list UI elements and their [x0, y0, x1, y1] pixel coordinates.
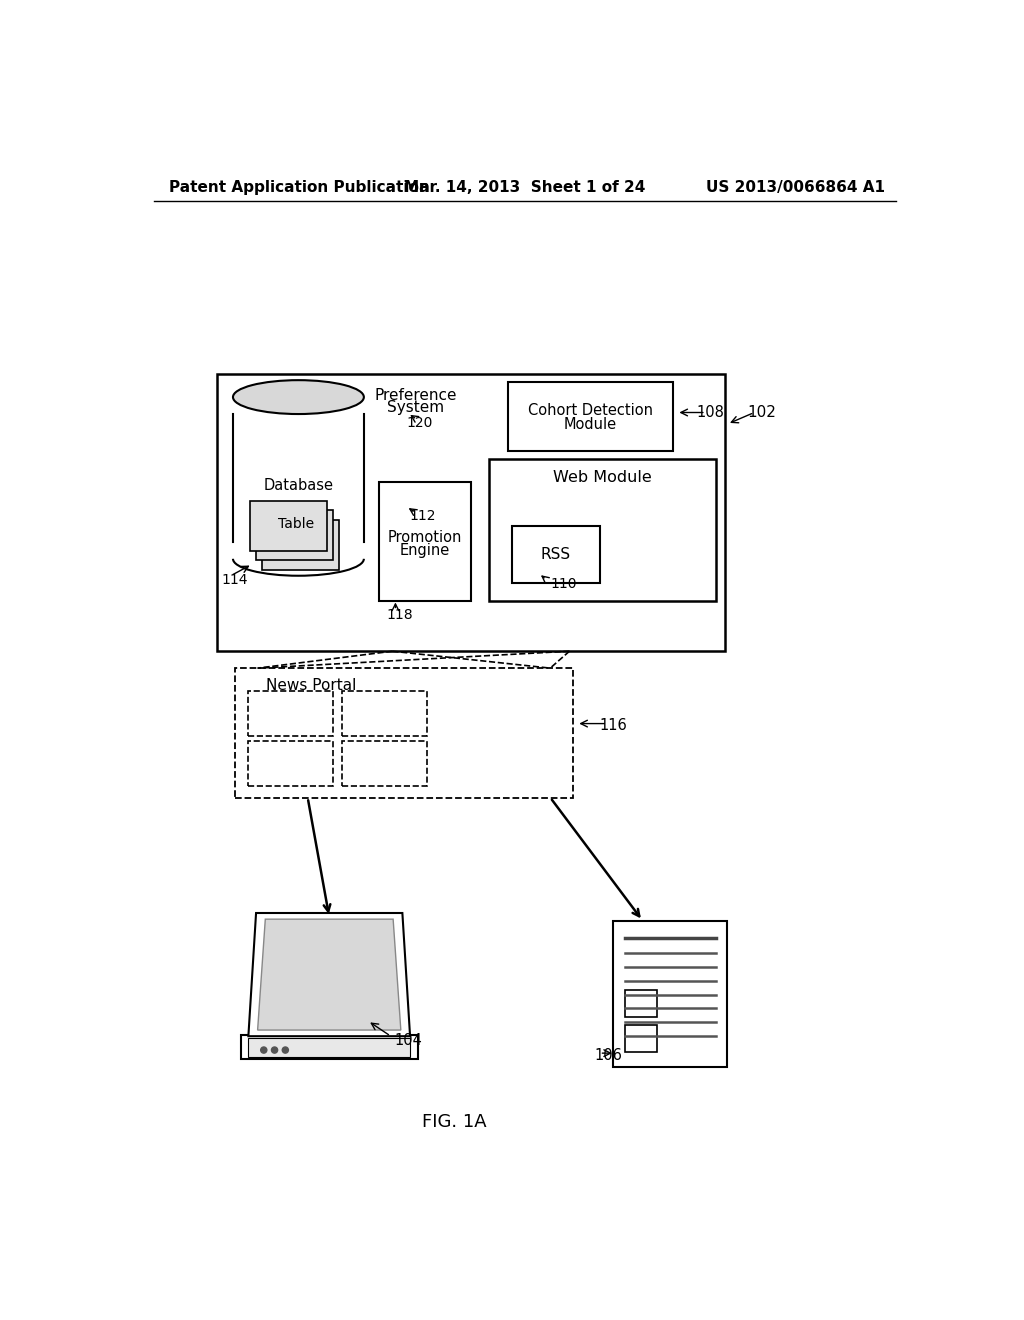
Text: Web Module: Web Module — [553, 470, 651, 486]
Text: 110: 110 — [550, 577, 577, 591]
Bar — [508, 381, 674, 451]
Text: 104: 104 — [394, 1032, 423, 1048]
Bar — [625, 1024, 657, 1052]
Text: RSS: RSS — [541, 546, 571, 562]
Circle shape — [283, 1047, 289, 1053]
Polygon shape — [249, 913, 410, 1036]
Circle shape — [271, 1047, 278, 1053]
Bar — [488, 459, 716, 601]
Text: Table: Table — [279, 517, 314, 531]
Text: 120: 120 — [407, 416, 432, 429]
Text: 118: 118 — [386, 609, 413, 622]
Text: Preference: Preference — [374, 388, 457, 403]
Text: System: System — [387, 400, 444, 414]
Circle shape — [261, 1047, 267, 1053]
Text: Promotion: Promotion — [387, 531, 462, 545]
Text: Mar. 14, 2013  Sheet 1 of 24: Mar. 14, 2013 Sheet 1 of 24 — [404, 180, 645, 195]
Bar — [262, 520, 339, 570]
Text: FIG. 1A: FIG. 1A — [422, 1114, 486, 1131]
Bar — [241, 1035, 418, 1059]
Text: 112: 112 — [410, 510, 436, 524]
Text: Engine: Engine — [399, 544, 450, 558]
Bar — [234, 668, 573, 797]
Bar — [249, 742, 333, 785]
Bar — [379, 482, 471, 601]
Bar — [249, 692, 333, 737]
Text: News Portal: News Portal — [266, 677, 356, 693]
Text: Patent Application Publication: Patent Application Publication — [169, 180, 430, 195]
Bar — [256, 511, 333, 561]
Bar — [512, 525, 600, 583]
Bar — [625, 990, 657, 1016]
Bar — [249, 1038, 410, 1057]
Text: 114: 114 — [221, 573, 248, 586]
Text: Module: Module — [564, 417, 617, 432]
Text: 116: 116 — [599, 718, 628, 733]
Ellipse shape — [233, 380, 364, 414]
Bar — [613, 921, 727, 1067]
Bar — [250, 502, 327, 552]
Polygon shape — [258, 919, 400, 1030]
Text: Cohort Detection: Cohort Detection — [528, 403, 653, 417]
Bar — [342, 742, 427, 785]
Text: 106: 106 — [594, 1048, 622, 1063]
Bar — [342, 692, 427, 737]
Text: 108: 108 — [696, 405, 724, 420]
Text: Database: Database — [263, 478, 334, 494]
Bar — [217, 374, 725, 651]
Text: 102: 102 — [748, 405, 776, 420]
Text: US 2013/0066864 A1: US 2013/0066864 A1 — [707, 180, 885, 195]
Bar — [233, 397, 364, 558]
